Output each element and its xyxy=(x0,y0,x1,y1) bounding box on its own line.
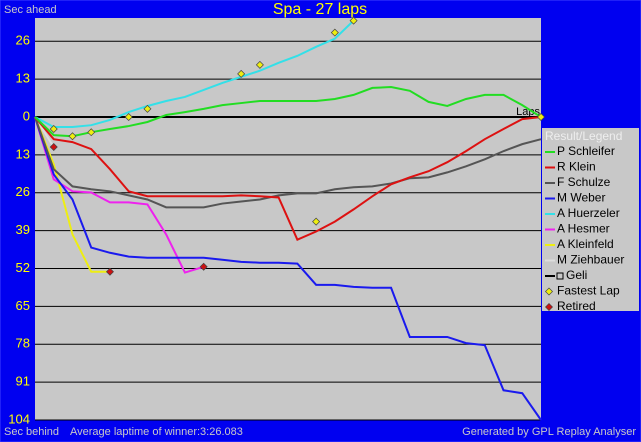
y-tick-label: 104 xyxy=(8,411,30,426)
marker xyxy=(349,16,358,25)
legend-label: F Schulze xyxy=(557,175,611,189)
legend-label: Retired xyxy=(557,299,596,313)
y-tick-label: 39 xyxy=(16,222,30,237)
y-tick-label: 26 xyxy=(16,184,30,199)
legend-label: A Huerzeler xyxy=(557,206,620,220)
series-line xyxy=(34,86,542,138)
legend-label: M Ziehbauer xyxy=(557,253,624,267)
legend-title: Result/Legend xyxy=(545,129,622,143)
footer-left: Average laptime of winner:3:26.083 xyxy=(70,426,243,438)
chart-title: Spa - 27 laps xyxy=(273,1,367,18)
marker xyxy=(124,113,133,122)
y-tick-label: 65 xyxy=(16,298,30,313)
marker xyxy=(537,113,545,122)
series-line xyxy=(34,116,542,209)
legend-label: Fastest Lap xyxy=(557,284,620,298)
marker xyxy=(237,69,246,78)
legend-symbol xyxy=(545,287,553,296)
legend-label: A Kleinfeld xyxy=(557,237,614,251)
y-label-top: Sec ahead xyxy=(4,4,57,16)
legend-symbol xyxy=(556,272,564,280)
series-line xyxy=(34,116,542,241)
y-tick-label: 26 xyxy=(16,33,30,48)
y-tick-label: 52 xyxy=(16,260,30,275)
y-tick-label: 13 xyxy=(16,71,30,86)
legend xyxy=(542,128,639,311)
footer-right: Generated by GPL Replay Analyser xyxy=(462,426,636,438)
marker xyxy=(49,124,58,133)
series-line xyxy=(34,116,542,421)
legend-label: P Schleifer xyxy=(557,144,615,158)
x-label: Laps xyxy=(516,106,540,118)
y-tick-label: 78 xyxy=(16,336,30,351)
legend-label: M Weber xyxy=(557,191,605,205)
marker xyxy=(105,267,114,276)
y-tick-label: 91 xyxy=(16,374,30,389)
y-label-bottom: Sec behind xyxy=(4,426,59,438)
y-tick-label: 13 xyxy=(16,146,30,161)
marker xyxy=(330,28,339,37)
legend-label: A Hesmer xyxy=(557,222,610,236)
legend-label: Geli xyxy=(566,268,587,282)
legend-symbol xyxy=(545,303,553,311)
marker xyxy=(255,60,264,69)
marker xyxy=(143,104,152,113)
series-line xyxy=(34,19,355,128)
y-tick-label: 0 xyxy=(23,108,30,123)
marker xyxy=(87,128,96,137)
marker xyxy=(312,217,321,226)
legend-label: R Klein xyxy=(557,160,596,174)
marker xyxy=(199,262,208,271)
marker xyxy=(49,143,58,152)
marker xyxy=(68,132,77,141)
series-line xyxy=(34,116,110,273)
